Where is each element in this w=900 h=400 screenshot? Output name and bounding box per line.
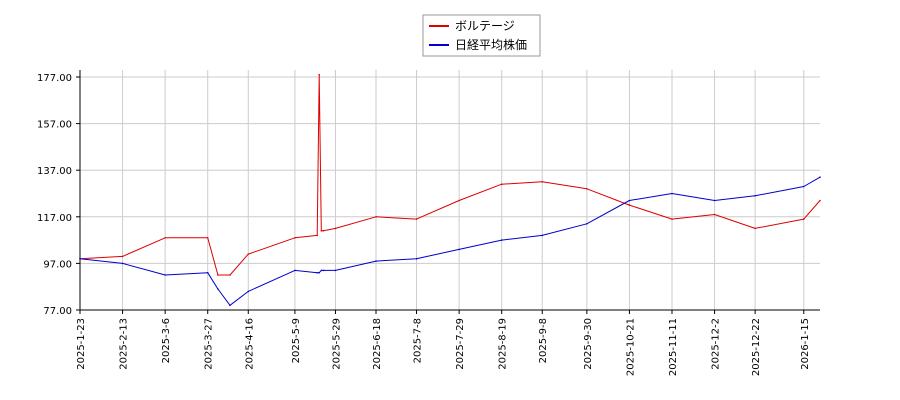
data-point-series-0 <box>819 199 821 202</box>
data-point-series-0 <box>217 274 219 276</box>
data-point-series-1 <box>121 262 124 265</box>
series-lines <box>79 73 821 307</box>
data-point-series-1 <box>671 192 673 195</box>
data-point-series-1 <box>334 269 337 272</box>
data-point-series-0 <box>458 199 460 202</box>
x-tick-label: 2025-11-11 <box>668 318 679 376</box>
x-tick-label: 2025-5-9 <box>291 318 302 363</box>
data-point-series-0 <box>713 213 716 216</box>
data-point-series-1 <box>318 271 321 274</box>
data-point-series-0 <box>121 255 124 258</box>
data-point-series-1 <box>754 195 756 197</box>
data-point-series-1 <box>316 271 319 274</box>
y-tick-label: 117.00 <box>37 213 72 224</box>
data-point-series-1 <box>247 290 250 293</box>
data-point-series-0 <box>628 204 631 206</box>
data-point-series-0 <box>294 237 296 239</box>
data-point-series-1 <box>229 304 231 307</box>
data-point-series-1 <box>164 274 166 276</box>
x-tick-label: 2025-9-8 <box>538 318 549 363</box>
data-point-series-1 <box>628 199 631 202</box>
data-point-series-1 <box>206 271 209 274</box>
x-tick-label: 2025-10-21 <box>625 318 636 376</box>
data-point-series-0 <box>586 188 588 190</box>
data-point-series-0 <box>318 73 321 76</box>
data-point-series-1 <box>803 185 805 188</box>
data-point-series-1 <box>217 288 219 290</box>
x-tick-label: 2025-3-27 <box>204 318 215 370</box>
x-tick-label: 2025-5-29 <box>331 318 342 370</box>
y-tick-label: 177.00 <box>37 73 72 84</box>
data-point-series-1 <box>541 234 543 237</box>
data-point-series-1 <box>79 257 81 260</box>
data-point-series-0 <box>500 183 503 185</box>
y-tick-labels: 177.00 157.00 137.00 117.00 97.00 77.00 <box>37 73 72 317</box>
x-tick-label: 2025-8-19 <box>498 318 509 370</box>
data-point-series-0 <box>754 227 756 230</box>
x-tick-label: 2025-6-18 <box>372 318 383 370</box>
series-line-1 <box>79 176 821 306</box>
x-tick-label: 2025-9-30 <box>583 318 594 370</box>
y-tick-label: 157.00 <box>37 120 72 131</box>
data-point-series-1 <box>500 239 503 241</box>
data-point-series-1 <box>458 248 460 251</box>
data-point-series-0 <box>671 218 673 220</box>
data-point-series-0 <box>316 234 319 237</box>
x-tick-label: 2025-12-2 <box>711 318 722 370</box>
x-tick-label: 2025-1-23 <box>76 318 87 370</box>
data-point-series-0 <box>803 218 805 220</box>
data-point-series-0 <box>541 181 543 183</box>
y-tick-label: 137.00 <box>37 166 72 177</box>
data-point-series-0 <box>375 216 377 218</box>
data-point-series-1 <box>322 269 325 272</box>
x-tick-label: 2025-2-13 <box>119 318 130 370</box>
legend: ボルテージ 日経平均株価 <box>422 14 541 57</box>
data-point-series-1 <box>375 260 377 262</box>
data-point-series-1 <box>819 176 821 178</box>
data-point-series-0 <box>206 237 209 239</box>
data-point-series-0 <box>164 237 166 239</box>
data-point-series-0 <box>334 227 337 230</box>
x-tick-label: 2025-3-6 <box>161 318 172 363</box>
x-tick-label: 2025-7-8 <box>413 318 424 363</box>
data-point-series-0 <box>229 274 231 276</box>
series-line-0 <box>79 74 821 276</box>
legend-label-series-0: ボルテージ <box>455 19 515 33</box>
y-tick-label: 97.00 <box>43 259 72 270</box>
x-tick-label: 2025-4-16 <box>244 318 255 370</box>
x-tick-label: 2025-12-22 <box>751 318 762 376</box>
data-point-series-1 <box>713 199 716 202</box>
data-point-series-1 <box>586 223 588 225</box>
data-point-series-0 <box>247 253 250 255</box>
legend-box <box>422 14 541 57</box>
x-tick-label: 2025-7-29 <box>455 318 466 370</box>
x-tick-labels: 2025-1-23 2025-2-13 2025-3-6 2025-3-27 2025-… <box>76 318 811 376</box>
data-point-series-1 <box>415 257 418 260</box>
data-point-series-1 <box>294 269 296 272</box>
axes <box>76 70 820 314</box>
data-point-series-0 <box>322 230 325 232</box>
data-point-series-1 <box>320 269 323 272</box>
y-tick-label: 77.00 <box>43 306 72 317</box>
x-tick-label: 2026-1-15 <box>800 318 811 370</box>
legend-label-series-1: 日経平均株価 <box>455 37 527 52</box>
data-point-series-0 <box>415 218 418 220</box>
data-point-series-0 <box>320 230 323 232</box>
